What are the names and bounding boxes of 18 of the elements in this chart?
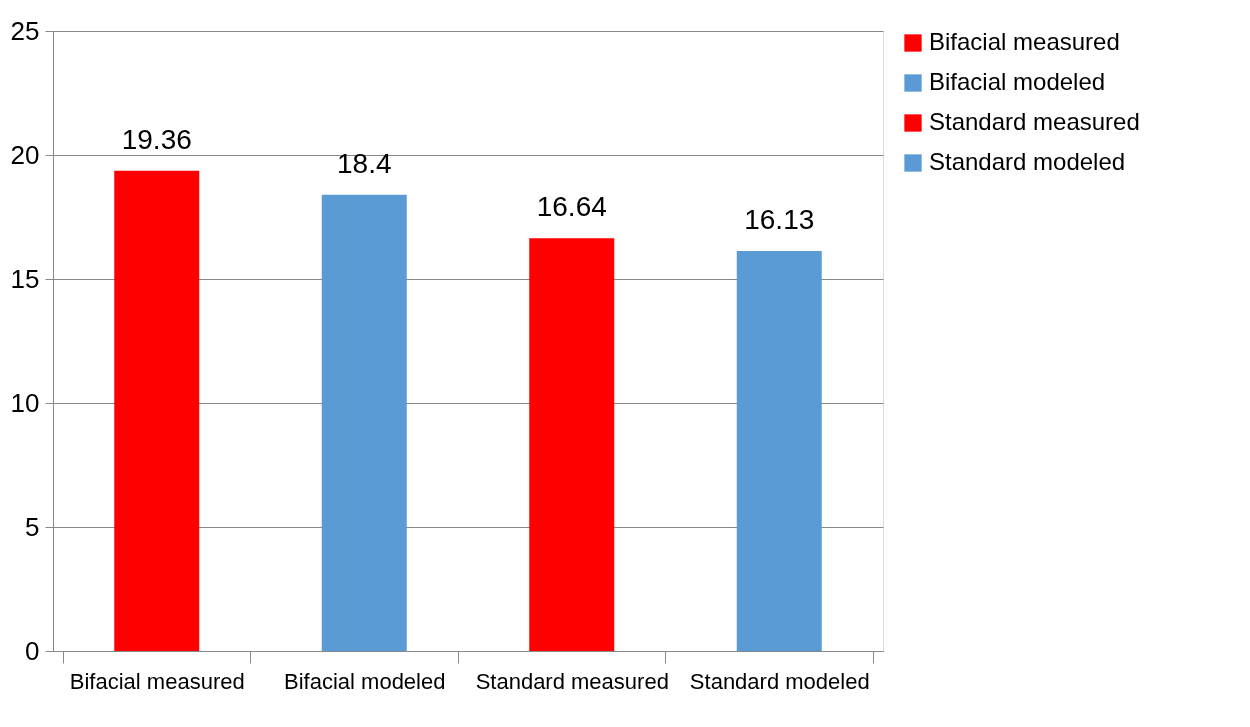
legend-label: Bifacial modeled [929, 68, 1106, 95]
data-label: 16.13 [744, 203, 815, 235]
data-label: 19.36 [121, 123, 192, 155]
x-tick-label: Bifacial measured [69, 668, 245, 694]
y-tick-label: 5 [25, 511, 40, 542]
y-tick-label: 25 [10, 15, 40, 46]
x-tick-label: Standard modeled [689, 668, 870, 694]
x-tick-label: Bifacial modeled [284, 668, 446, 694]
x-tick-label: Standard measured [475, 668, 669, 694]
legend-label: Bifacial measured [929, 28, 1120, 55]
y-tick-label: 15 [10, 263, 40, 294]
data-label: 18.4 [337, 147, 392, 179]
data-label: 16.64 [536, 191, 607, 223]
legend-label: Standard measured [929, 108, 1140, 135]
y-tick-label: 0 [25, 635, 40, 666]
y-tick-label: 20 [10, 139, 40, 170]
y-tick-label: 10 [10, 387, 40, 418]
legend-label: Standard modeled [929, 148, 1126, 175]
